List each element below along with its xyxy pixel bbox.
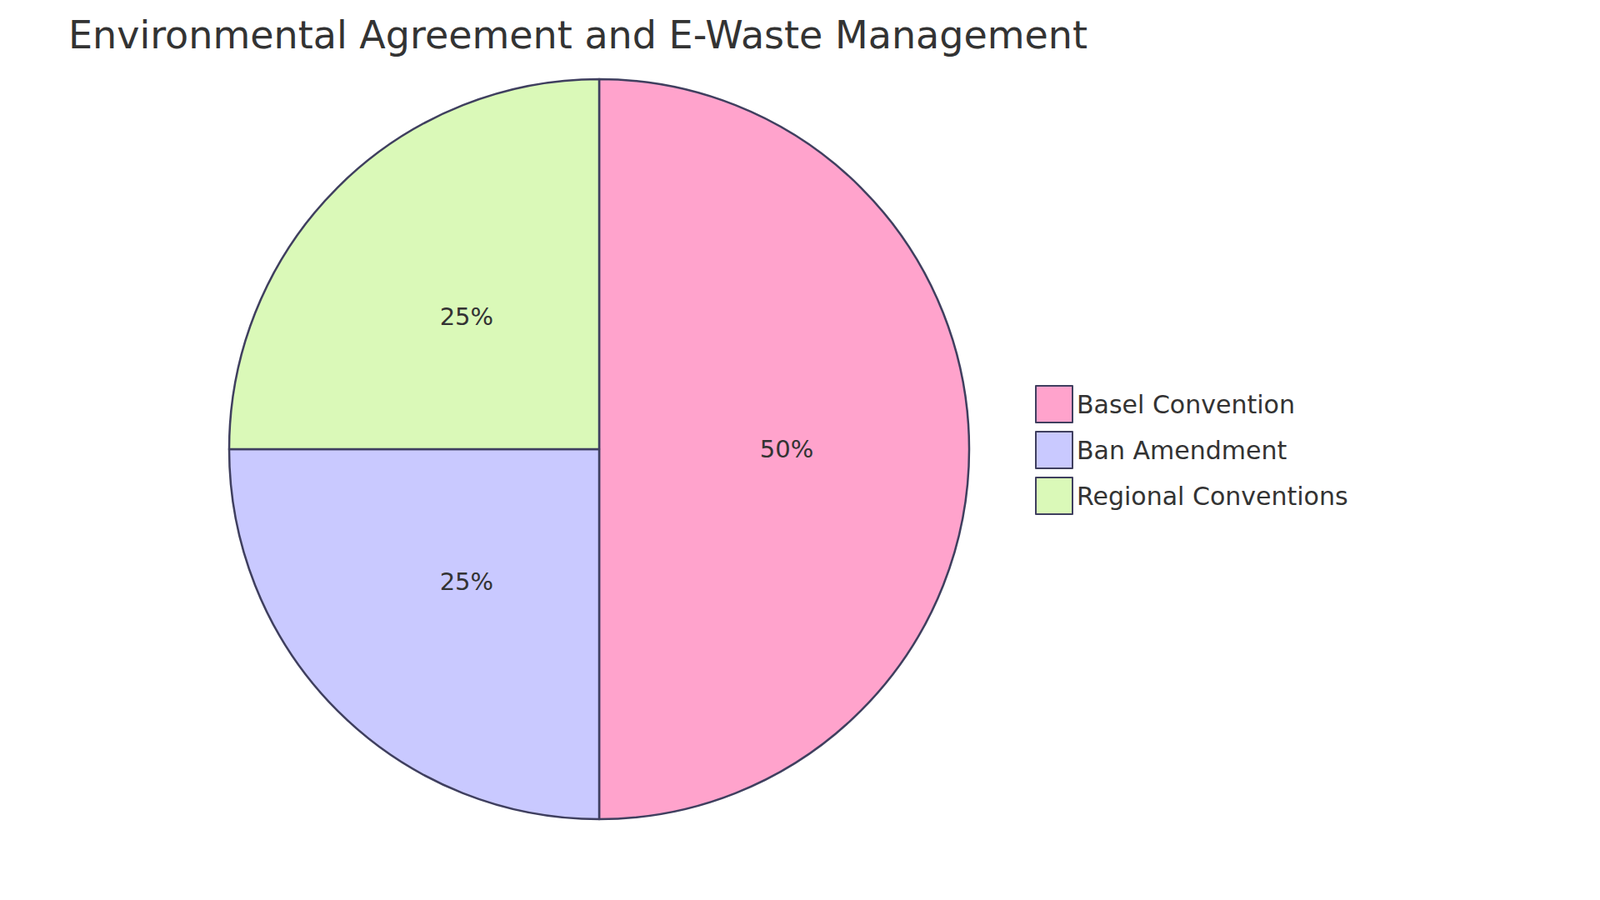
- svg-text:Environmental Agreement and E-: Environmental Agreement and E-Waste Mana…: [68, 12, 1088, 58]
- svg-text:Regional Conventions: Regional Conventions: [1076, 481, 1349, 511]
- svg-text:Basel Convention: Basel Convention: [1076, 390, 1295, 420]
- svg-text:25%: 25%: [440, 567, 494, 596]
- svg-text:Ban Amendment: Ban Amendment: [1076, 435, 1287, 465]
- svg-text:25%: 25%: [440, 302, 494, 331]
- svg-text:50%: 50%: [760, 435, 814, 464]
